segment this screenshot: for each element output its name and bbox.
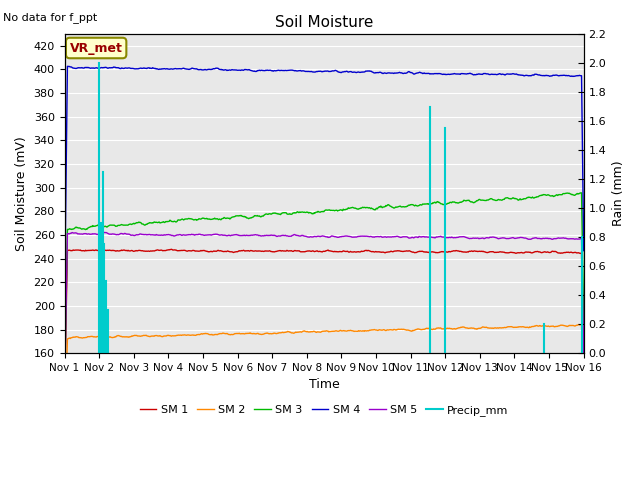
Line: SM 3: SM 3 — [65, 193, 584, 386]
Line: SM 4: SM 4 — [65, 66, 584, 304]
SM 5 — [403, 234, 411, 240]
Text: No data for f_ppt: No data for f_ppt — [3, 12, 97, 23]
Line: SM 2: SM 2 — [65, 324, 584, 441]
Text: VR_met: VR_met — [70, 41, 123, 55]
SM 2 — [580, 404, 588, 409]
SM 5 — [70, 230, 77, 236]
SM 2 — [387, 327, 395, 333]
SM 3 — [70, 226, 77, 232]
SM 3 — [578, 190, 586, 196]
SM 5 — [204, 232, 212, 238]
SM 4 — [124, 65, 132, 71]
SM 2 — [402, 327, 410, 333]
Y-axis label: Rain (mm): Rain (mm) — [612, 161, 625, 227]
SM 2 — [61, 438, 68, 444]
Legend: SM 1, SM 2, SM 3, SM 4, SM 5, Precip_mm: SM 1, SM 2, SM 3, SM 4, SM 5, Precip_mm — [135, 400, 513, 420]
X-axis label: Time: Time — [308, 378, 339, 392]
SM 2 — [204, 331, 211, 336]
Line: SM 1: SM 1 — [65, 249, 584, 396]
SM 2 — [176, 332, 184, 338]
SM 4 — [177, 66, 184, 72]
SM 1 — [204, 249, 212, 255]
SM 1 — [124, 248, 131, 254]
SM 4 — [580, 248, 588, 253]
SM 3 — [402, 204, 410, 210]
SM 1 — [168, 246, 175, 252]
SM 5 — [61, 385, 68, 391]
Line: SM 5: SM 5 — [65, 232, 584, 388]
SM 1 — [388, 249, 396, 254]
SM 1 — [403, 248, 411, 254]
SM 5 — [388, 234, 396, 240]
SM 3 — [176, 217, 184, 223]
SM 3 — [61, 384, 68, 389]
SM 1 — [70, 247, 77, 253]
SM 2 — [575, 322, 582, 327]
SM 5 — [100, 229, 108, 235]
SM 4 — [61, 301, 68, 307]
SM 3 — [387, 204, 395, 209]
SM 1 — [61, 393, 68, 399]
SM 3 — [124, 222, 131, 228]
SM 4 — [71, 65, 79, 71]
SM 3 — [204, 216, 211, 222]
SM 5 — [580, 349, 588, 355]
SM 4 — [403, 70, 411, 76]
SM 2 — [124, 334, 131, 340]
Title: Soil Moisture: Soil Moisture — [275, 15, 373, 30]
SM 4 — [388, 70, 396, 76]
Y-axis label: Soil Moisture (mV): Soil Moisture (mV) — [15, 136, 28, 251]
SM 2 — [70, 335, 77, 340]
SM 5 — [124, 231, 132, 237]
SM 1 — [580, 359, 588, 364]
SM 5 — [177, 232, 184, 238]
SM 4 — [204, 67, 212, 72]
SM 3 — [580, 321, 588, 326]
SM 1 — [177, 248, 184, 253]
SM 4 — [63, 63, 71, 69]
